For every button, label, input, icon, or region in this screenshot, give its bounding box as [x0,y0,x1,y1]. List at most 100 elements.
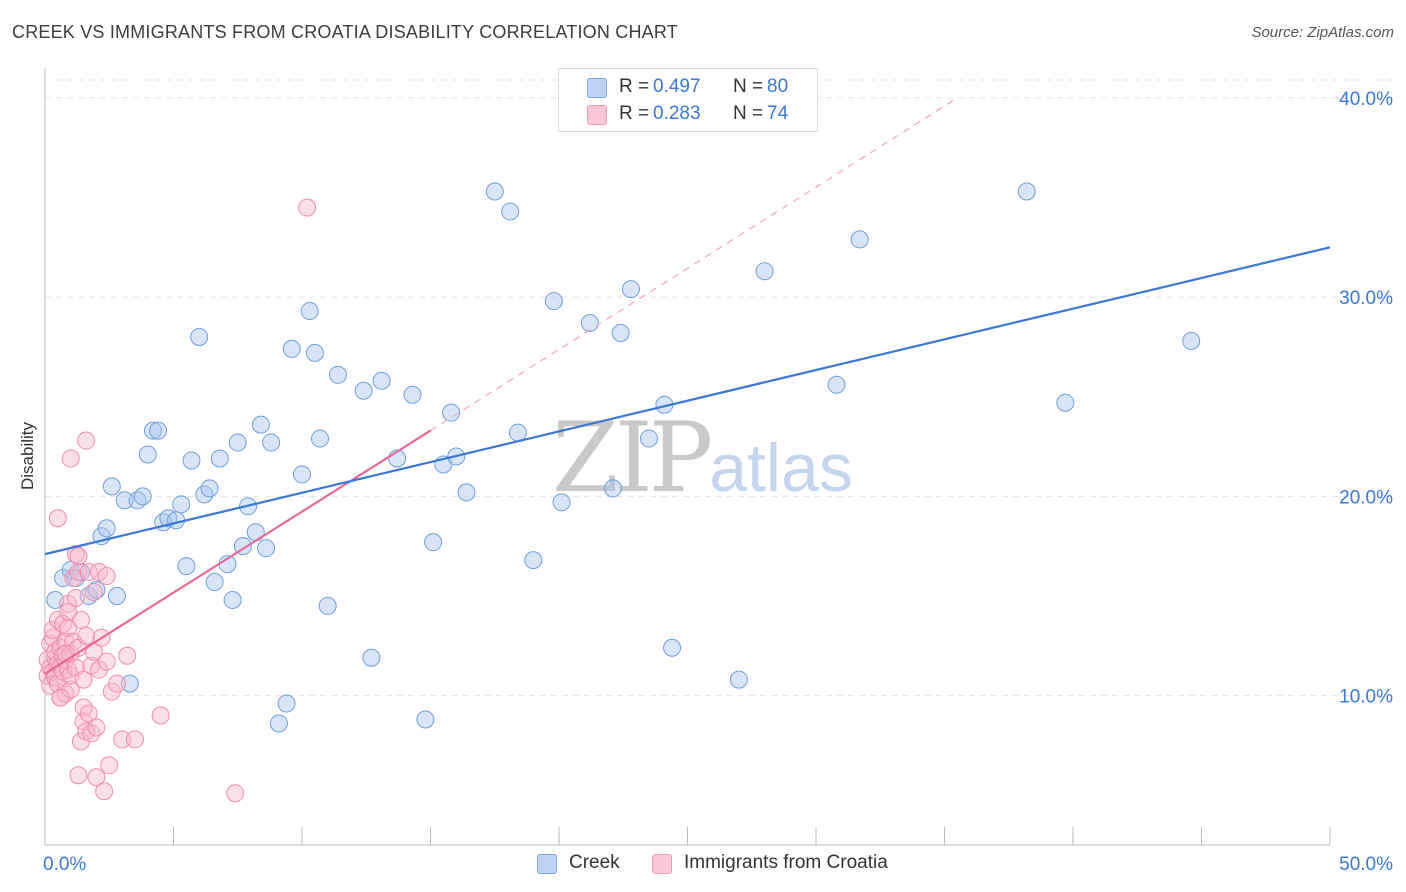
creek-point [755,262,774,281]
creek-point [362,648,381,667]
source-label: Source: ZipAtlas.com [1251,24,1394,41]
creek-point [120,674,139,693]
croatia-point [97,652,116,671]
creek-point [1056,393,1075,412]
creek-n-label: N = [733,76,764,97]
creek-point [501,202,520,221]
creek-r-value: 0.497 [653,76,701,97]
croatia-trend-extension [430,97,958,432]
croatia-trend-line [44,429,432,675]
creek-point [293,465,311,484]
creek-point [223,590,242,609]
creek-point [133,487,152,506]
croatia-points [38,198,317,803]
creek-point [195,485,214,504]
creek-point [102,477,121,496]
creek-point [269,714,288,733]
creek-point [282,339,301,358]
croatia-point [87,718,106,737]
creek-point [611,323,630,342]
croatia-legend-label: Immigrants from Croatia [684,852,888,873]
croatia-n-value: 74 [767,103,789,124]
creek-point [827,375,846,394]
croatia-point [97,567,116,586]
creek-point [138,445,157,464]
creek-point [508,423,527,442]
croatia-point [87,768,106,787]
croatia-point [59,602,78,621]
croatia-n-label: N = [733,103,764,124]
croatia-point [66,588,85,607]
creek-point [190,327,209,346]
croatia-swatch [587,105,607,125]
croatia-point [69,563,88,582]
croatia-point [43,620,62,639]
croatia-point [59,618,78,637]
creek-trend-line [44,246,1331,556]
croatia-point [79,704,98,723]
creek-point [544,292,563,311]
creek-point [603,479,622,498]
trend-lines [44,97,1331,675]
croatia-point [71,610,90,629]
creek-legend-swatch [537,854,557,874]
x-tick-label-max: 50.0% [1339,854,1393,875]
creek-point [277,694,296,713]
creek-point [210,449,229,468]
croatia-point [118,646,137,665]
creek-point [621,280,640,299]
creek-point [403,385,422,404]
creek-point [1182,331,1201,350]
creek-point [251,415,270,434]
creek-point [200,479,219,498]
croatia-legend-swatch [652,854,672,874]
creek-point [257,539,276,558]
creek-point [167,511,186,530]
tick-labels: 10.0% 20.0% 30.0% 40.0% 0.0% 50.0% [43,89,1393,875]
croatia-point [95,782,114,801]
croatia-point [84,582,103,601]
creek-point [639,429,658,448]
croatia-point [74,670,93,689]
creek-point [228,433,247,452]
croatia-r-label: R = [619,103,650,124]
creek-point [107,586,126,605]
creek-point [729,670,748,689]
croatia-point [64,569,83,588]
creek-point [87,580,106,599]
croatia-r-value: 0.283 [653,103,701,124]
creek-point [300,302,319,321]
creek-point [442,403,461,422]
y-tick-label: 30.0% [1339,288,1393,309]
creek-point [580,314,599,333]
creek-n-value: 80 [767,76,789,97]
y-tick-label: 40.0% [1339,89,1393,110]
croatia-point [77,626,96,645]
croatia-point [48,509,67,528]
creek-point [663,638,682,657]
y-tick-label: 20.0% [1339,487,1393,508]
creek-point [318,596,337,615]
chart-title: CREEK VS IMMIGRANTS FROM CROATIA DISABIL… [12,22,678,42]
croatia-point [61,449,80,468]
croatia-point [226,784,245,803]
watermark-zip: ZIP [552,402,713,514]
creek-point [115,491,134,510]
watermark-atlas: atlas [709,430,853,506]
watermark: ZIPatlas [552,402,853,514]
croatia-point [74,698,93,717]
croatia-point [151,706,170,725]
croatia-point [66,545,85,564]
creek-point [159,509,178,528]
creek-point [1017,182,1036,201]
croatia-point [125,730,144,749]
y-tick-label: 10.0% [1339,687,1393,708]
creek-point [205,573,224,592]
creek-point [416,710,435,729]
creek-point [328,365,347,384]
x-tick-label-min: 0.0% [43,854,86,875]
creek-point [850,230,869,249]
creek-point [354,381,373,400]
croatia-point [69,547,88,566]
